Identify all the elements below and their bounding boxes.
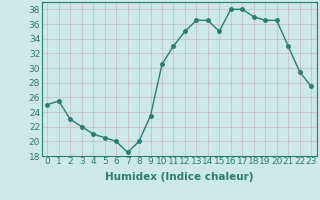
X-axis label: Humidex (Indice chaleur): Humidex (Indice chaleur) (105, 172, 253, 182)
